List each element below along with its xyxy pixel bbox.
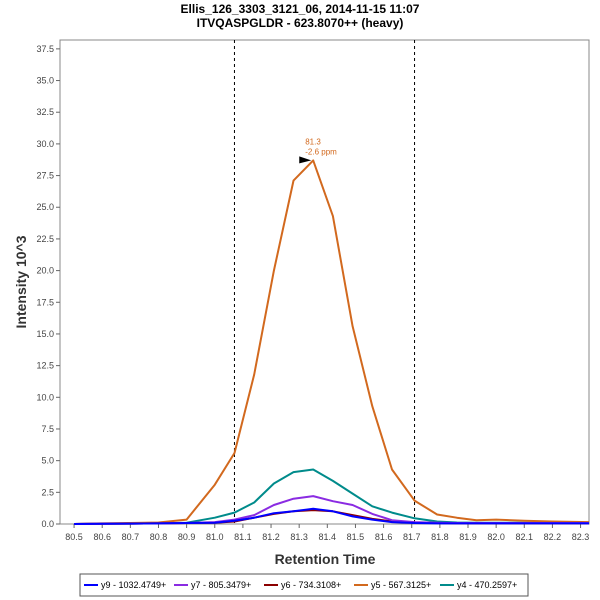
y-tick-label: 17.5 xyxy=(36,297,54,307)
legend: y9 - 1032.4749+ y7 - 805.3479+ y6 - 734.31… xyxy=(84,580,517,590)
y-tick-label: 37.5 xyxy=(36,44,54,54)
x-tick-label: 81.7 xyxy=(403,532,421,542)
y-tick-label: 0.0 xyxy=(41,519,54,529)
x-tick-label: 80.9 xyxy=(178,532,196,542)
x-tick-label: 81.9 xyxy=(459,532,477,542)
y-tick-label: 32.5 xyxy=(36,107,54,117)
x-tick-label: 81.8 xyxy=(431,532,449,542)
plot-area xyxy=(59,39,590,525)
legend-entry: y9 - 1032.4749+ xyxy=(101,580,166,590)
y-axis-title: Intensity 10^3 xyxy=(13,235,29,328)
legend-box xyxy=(79,573,529,597)
series-line-y9 xyxy=(74,507,589,525)
series-lines xyxy=(74,159,590,525)
peak-annotation: 81.3-2.6 ppm xyxy=(299,137,337,164)
legend-entry: y7 - 805.3479+ xyxy=(191,580,251,590)
x-tick-label: 81.6 xyxy=(375,532,393,542)
chart-title: Ellis_126_3303_3121_06, 2014-11-15 11:07 xyxy=(181,2,420,16)
y-tick-label: 30.0 xyxy=(36,139,54,149)
x-tick-label: 81.3 xyxy=(290,532,308,542)
x-tick-label: 80.8 xyxy=(150,532,168,542)
chart-subtitle: ITVQASPGLDR - 623.8070++ (heavy) xyxy=(197,16,404,30)
integration-boundaries xyxy=(233,40,416,524)
y-tick-label: 12.5 xyxy=(36,361,54,371)
y-tick-label: 15.0 xyxy=(36,329,54,339)
legend-entry: y5 - 567.3125+ xyxy=(371,580,431,590)
x-tick-label: 82.3 xyxy=(572,532,590,542)
y-tick-label: 25.0 xyxy=(36,202,54,212)
x-tick-label: 81.0 xyxy=(206,532,224,542)
peak-marker-arrow xyxy=(299,156,312,164)
x-tick-label: 81.2 xyxy=(262,532,280,542)
y-tick-label: 27.5 xyxy=(36,171,54,181)
x-tick-label: 81.4 xyxy=(319,532,337,542)
x-tick-label: 80.6 xyxy=(93,532,111,542)
x-tick-label: 80.5 xyxy=(65,532,83,542)
y-tick-label: 7.5 xyxy=(41,424,54,434)
x-tick-label: 81.1 xyxy=(234,532,252,542)
x-tick-label: 82.2 xyxy=(544,532,562,542)
y-tick-label: 10.0 xyxy=(36,392,54,402)
x-tick-label: 82.0 xyxy=(487,532,505,542)
peak-retention-label: 81.3 xyxy=(305,137,321,146)
y-tick-label: 5.0 xyxy=(41,456,54,466)
y-tick-label: 35.0 xyxy=(36,76,54,86)
legend-entry: y4 - 470.2597+ xyxy=(457,580,517,590)
y-tick-label: 22.5 xyxy=(36,234,54,244)
y-tick-label: 20.0 xyxy=(36,266,54,276)
y-axis-ticks: 0.0 2.5 5.0 7.5 10.0 12.5 15.0 17.5 20.0 22.5 25.0… xyxy=(36,44,60,529)
x-axis-title: Retention Time xyxy=(275,551,376,567)
x-tick-label: 82.1 xyxy=(516,532,534,542)
x-tick-label: 80.7 xyxy=(122,532,140,542)
series-line-y5 xyxy=(74,159,590,525)
x-axis-ticks: 80.5 80.6 80.7 80.8 80.9 81.0 81.1 81.2 81.3 81.4… xyxy=(65,524,589,542)
x-tick-label: 81.5 xyxy=(347,532,365,542)
y-tick-label: 2.5 xyxy=(41,487,54,497)
peak-ppm-label: -2.6 ppm xyxy=(305,147,337,156)
legend-entry: y6 - 734.3108+ xyxy=(281,580,341,590)
